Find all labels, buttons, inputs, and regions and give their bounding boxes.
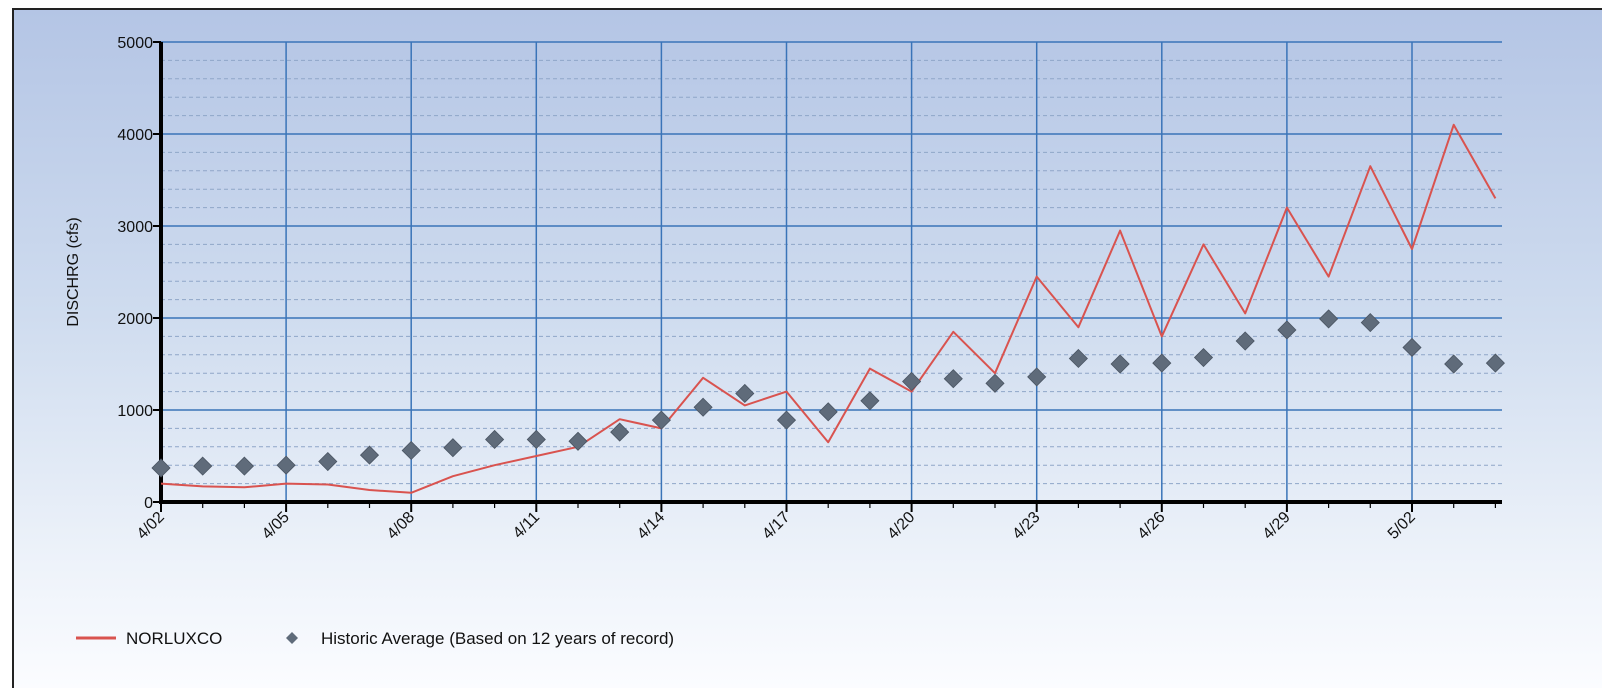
historic-average-point [526, 429, 546, 450]
x-tick-label: 4/17 [759, 509, 793, 543]
historic-average-point [1068, 348, 1088, 369]
historic-average-point [276, 455, 296, 475]
historic-average-point [776, 410, 797, 430]
x-tick-label: 4/23 [1009, 509, 1043, 543]
x-tick-label: 4/08 [384, 509, 418, 543]
y-axis-title: DISCHRG (cfs) [65, 217, 82, 326]
x-tick-label: 4/05 [259, 509, 293, 543]
axes [153, 41, 1502, 512]
historic-average-point [943, 369, 963, 389]
legend-label-norluxco: NORLUXCO [126, 629, 222, 648]
legend-diamond-marker [286, 632, 298, 644]
historic-average-point [443, 438, 463, 458]
y-tick-labels: 0 1000 2000 3000 4000 5000 [117, 35, 153, 512]
grid [160, 41, 1502, 502]
x-tick-label: 4/02 [134, 509, 168, 543]
historic-average-point [1360, 313, 1380, 333]
legend-label-historic-average: Historic Average (Based on 12 years of r… [321, 629, 674, 648]
series-layer [151, 123, 1505, 494]
x-tick-label: 4/29 [1260, 509, 1294, 543]
historic-average-point [234, 456, 254, 476]
historic-average-point [651, 410, 671, 430]
historic-average-point [401, 440, 421, 461]
historic-average-point [193, 456, 213, 476]
historic-average-point [568, 431, 588, 451]
historic-average-point [1485, 353, 1505, 373]
y-tick-label: 1000 [117, 403, 153, 420]
x-tick-label: 5/02 [1385, 509, 1419, 543]
historic-average-point [359, 445, 380, 465]
historic-average-point [151, 458, 171, 478]
historic-average-point [1193, 347, 1214, 368]
historic-average-point [1110, 354, 1130, 374]
historic-average-point [985, 373, 1005, 393]
historic-average-point [610, 422, 630, 442]
y-tick-label: 3000 [117, 219, 153, 236]
historic-average-point [902, 371, 922, 392]
y-tick-label: 0 [144, 495, 153, 512]
chart-frame: 0 1000 2000 3000 4000 5000 4/02 4/05 4/08 4/11 4/… [12, 8, 1602, 688]
historic-average-point [1444, 354, 1464, 374]
x-tick-label: 4/26 [1135, 509, 1169, 543]
historic-average-point [735, 383, 755, 404]
x-tick-label: 4/20 [884, 509, 918, 543]
historic-average-point [860, 391, 880, 411]
x-tick-label: 4/14 [634, 509, 668, 543]
series-norluxco-line [160, 123, 1497, 494]
historic-average-point [485, 429, 505, 450]
historic-average-point [693, 397, 713, 417]
historic-average-point [1277, 320, 1297, 340]
historic-average-point [1152, 353, 1172, 373]
x-tick-labels: 4/02 4/05 4/08 4/11 4/14 4/17 4/20 4/23 4/26 4/29… [134, 509, 1419, 543]
historic-average-point [318, 451, 338, 472]
y-tick-label: 2000 [117, 311, 153, 328]
historic-average-point [1402, 337, 1422, 358]
legend: NORLUXCO Historic Average (Based on 12 y… [76, 629, 674, 648]
y-tick-label: 5000 [117, 35, 153, 52]
y-tick-label: 4000 [117, 127, 153, 144]
historic-average-point [1235, 331, 1255, 351]
historic-average-point [1319, 309, 1339, 329]
x-tick-label: 4/11 [510, 509, 543, 542]
historic-average-point [1027, 367, 1047, 387]
historic-average-point [818, 402, 838, 422]
